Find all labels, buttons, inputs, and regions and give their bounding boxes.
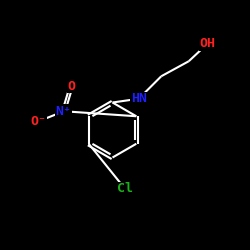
Text: O: O [67,80,75,93]
Text: N⁺: N⁺ [56,105,72,118]
Text: O⁻: O⁻ [31,115,47,128]
Text: Cl: Cl [117,182,133,195]
Text: HN: HN [131,92,147,105]
Text: OH: OH [200,37,216,50]
